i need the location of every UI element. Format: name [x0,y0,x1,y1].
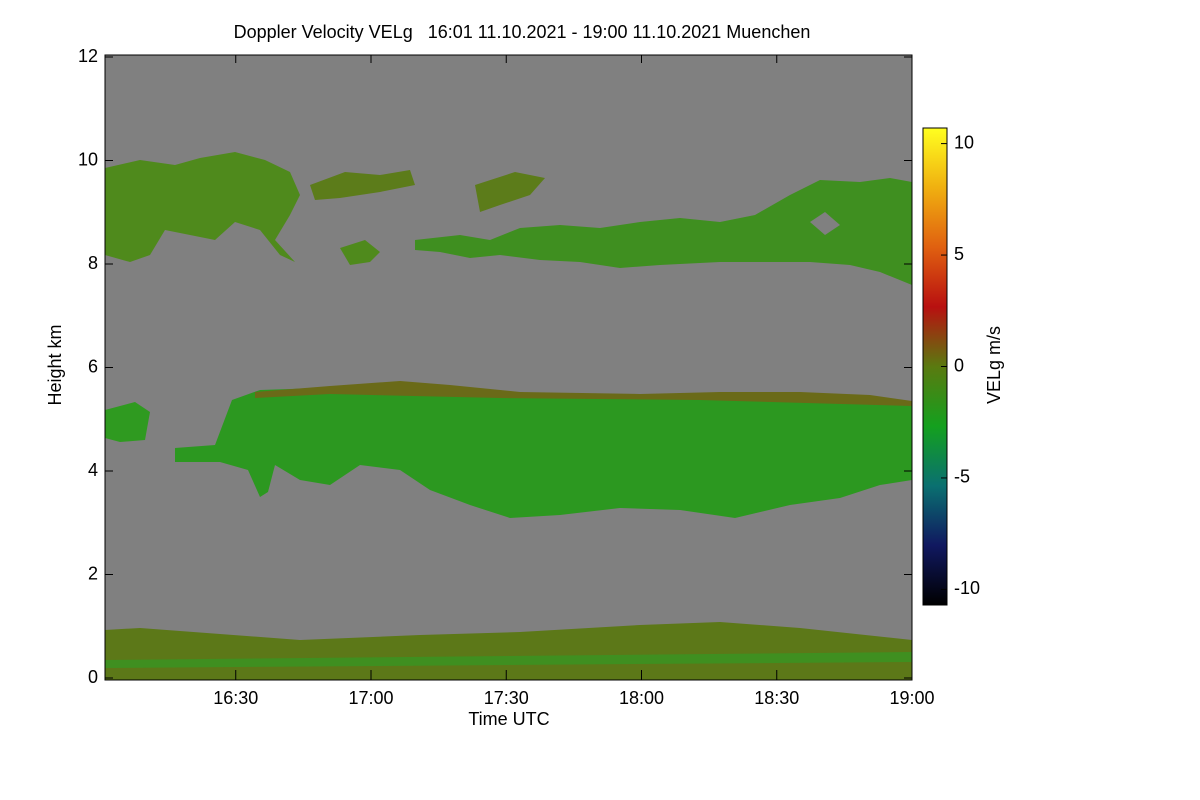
echo-regions [105,152,912,680]
colorbar-label: VELg m/s [984,326,1004,404]
y-tick-label: 0 [88,667,98,687]
echo-middle-top [255,381,912,406]
echo-boundary-band [105,652,912,668]
echo-middle-left [105,402,150,442]
colorbar-tick-label: 10 [954,132,974,152]
echo-middle-main [175,382,912,518]
echo-upper-gap [810,212,840,235]
echo-upper-mid3 [475,172,545,212]
colorbar-tick-label: 0 [954,355,964,375]
colorbar-tick-label: -10 [954,578,980,598]
echo-upper-right [415,178,912,285]
echo-upper-mid [310,170,415,200]
x-tick-label: 17:30 [484,688,529,708]
y-tick-label: 10 [78,149,98,169]
x-tick-label: 18:00 [619,688,664,708]
y-tick-label: 6 [88,356,98,376]
x-tick-label: 16:30 [213,688,258,708]
colorbar-tick-label: -5 [954,467,970,487]
x-tick-label: 17:00 [348,688,393,708]
echo-upper-left [105,152,300,262]
chart-title: Doppler Velocity VELg 16:01 11.10.2021 -… [234,22,811,42]
y-tick-label: 12 [78,46,98,66]
y-axis-label: Height km [45,324,65,405]
y-tick-label: 2 [88,563,98,583]
x-axis-label: Time UTC [468,709,549,729]
colorbar-tick-label: 5 [954,244,964,264]
x-tick-label: 19:00 [889,688,934,708]
x-tick-label: 18:30 [754,688,799,708]
y-tick-label: 4 [88,460,98,480]
y-tick-label: 8 [88,253,98,273]
plot-background [105,55,912,680]
echo-upper-mid2 [340,240,380,265]
